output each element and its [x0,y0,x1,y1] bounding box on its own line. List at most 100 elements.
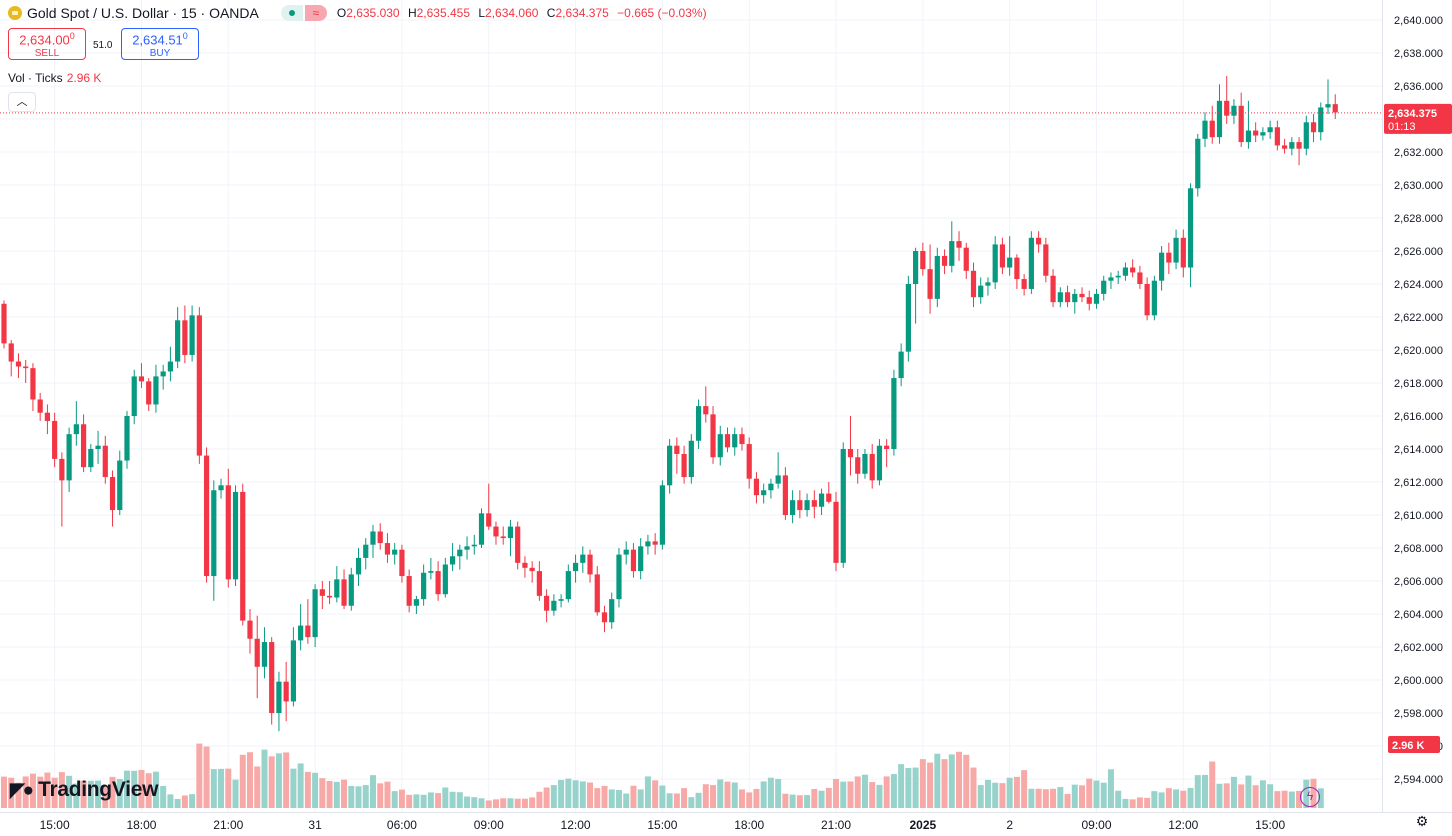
candle [182,305,188,364]
volume-bar [1144,797,1151,808]
volume-bar [702,784,709,808]
volume-bar [673,793,680,808]
candle-body [8,343,14,362]
volume-bar [333,781,340,808]
volume-bar [847,781,854,808]
candle [1332,94,1338,119]
candle-body [1281,145,1288,149]
tradingview-logo[interactable]: ◤● TradingView [10,778,158,801]
candle-body [1209,120,1215,138]
candle-body [1187,188,1194,268]
candle-body [970,270,977,298]
candle-body [406,576,412,606]
volume-bar [218,768,225,808]
market-status-pill[interactable]: ≈ [280,5,327,21]
candle-body [1195,138,1201,189]
candle-body [457,549,463,557]
candle-body [558,599,564,601]
y-tick-label: 2,632.000 [1394,147,1443,159]
volume-legend-label: Vol · Ticks [8,71,63,85]
volume-bar [268,756,275,808]
volume-badge[interactable] [1388,736,1440,753]
candle-body [761,490,767,496]
candle [138,363,145,388]
candle [609,592,615,629]
candle [1115,270,1121,284]
candle [428,557,434,580]
volume-bar [391,791,398,808]
candle-body [1072,293,1078,303]
last-price-badge[interactable] [1384,103,1452,134]
y-tick-label: 2,628.000 [1394,213,1443,225]
candle [15,353,22,379]
volume-legend[interactable]: Vol · Ticks 2.96 K [8,71,101,85]
volume-bar [579,781,586,808]
candle-body [66,434,72,481]
time-axis[interactable]: 15:00 18:00 21:00 31 06:00 09:00 12:00 15:00 18:… [0,812,1452,833]
volume-bar [1100,782,1107,808]
candle [1043,237,1049,283]
candle [348,567,354,611]
candle-body [1137,272,1143,284]
candle-body [1296,142,1302,149]
volume-bar [442,787,449,808]
volume-bar [543,787,550,808]
volume-bar [963,754,970,808]
candle [44,404,51,435]
x-tick-label: 21:00 [213,818,243,832]
volume-bar [312,772,319,808]
volume-bar [464,796,471,808]
volume-bar [1151,791,1158,808]
candle-body [471,544,477,547]
y-tick-label: 2,620.000 [1394,345,1443,357]
volume-bar [261,749,268,808]
volume-bar [44,772,51,808]
candle-body [225,485,231,580]
volume-bar [1057,787,1064,808]
volume-bar [341,779,348,808]
candle-body [587,554,593,575]
candle [949,221,955,273]
symbol-title[interactable]: Gold Spot / U.S. Dollar · 15 · OANDA [27,5,259,21]
volume-bar [695,792,702,808]
volume-bar [109,776,116,808]
volume-bar [710,785,717,808]
volume-bar [565,778,572,808]
buy-button[interactable]: 2,634.510 BUY [121,28,199,60]
candle-body [15,361,22,367]
volume-bar [377,783,384,808]
candle [493,521,499,545]
candle-body [768,483,774,491]
candle [175,307,181,369]
candle-body [746,444,752,479]
lightning-icon[interactable]: ϟ [1300,787,1320,807]
volume-bar [760,781,767,808]
candle-body [1144,284,1150,316]
volume-bar [644,776,651,808]
volume-bar [275,753,282,808]
collapse-legend-button[interactable]: ︿ [8,92,36,112]
candle [189,305,195,362]
volume-bar [37,776,44,808]
volume-bar [898,764,905,808]
candle [688,434,694,484]
candle-body [1057,292,1063,303]
price-axis[interactable]: 2,640.0002,638.0002,636.0002,634.0002,63… [1382,0,1452,812]
volume-bar [1180,790,1187,808]
candle [1064,285,1071,308]
candle [1202,112,1208,148]
volume-bar [536,791,543,808]
gear-icon[interactable]: ⚙ [1415,813,1429,829]
candle [298,604,304,651]
candle [884,439,890,468]
volume-bar [999,783,1006,808]
candle-body [782,475,788,515]
volume-bar [398,789,405,808]
sell-button[interactable]: 2,634.000 SELL [8,28,86,60]
candle [963,242,969,280]
candle-body [847,449,854,458]
volume-bar [804,795,811,808]
tradingview-logo-icon: ◤● [10,779,34,801]
volume-bar [160,785,167,808]
